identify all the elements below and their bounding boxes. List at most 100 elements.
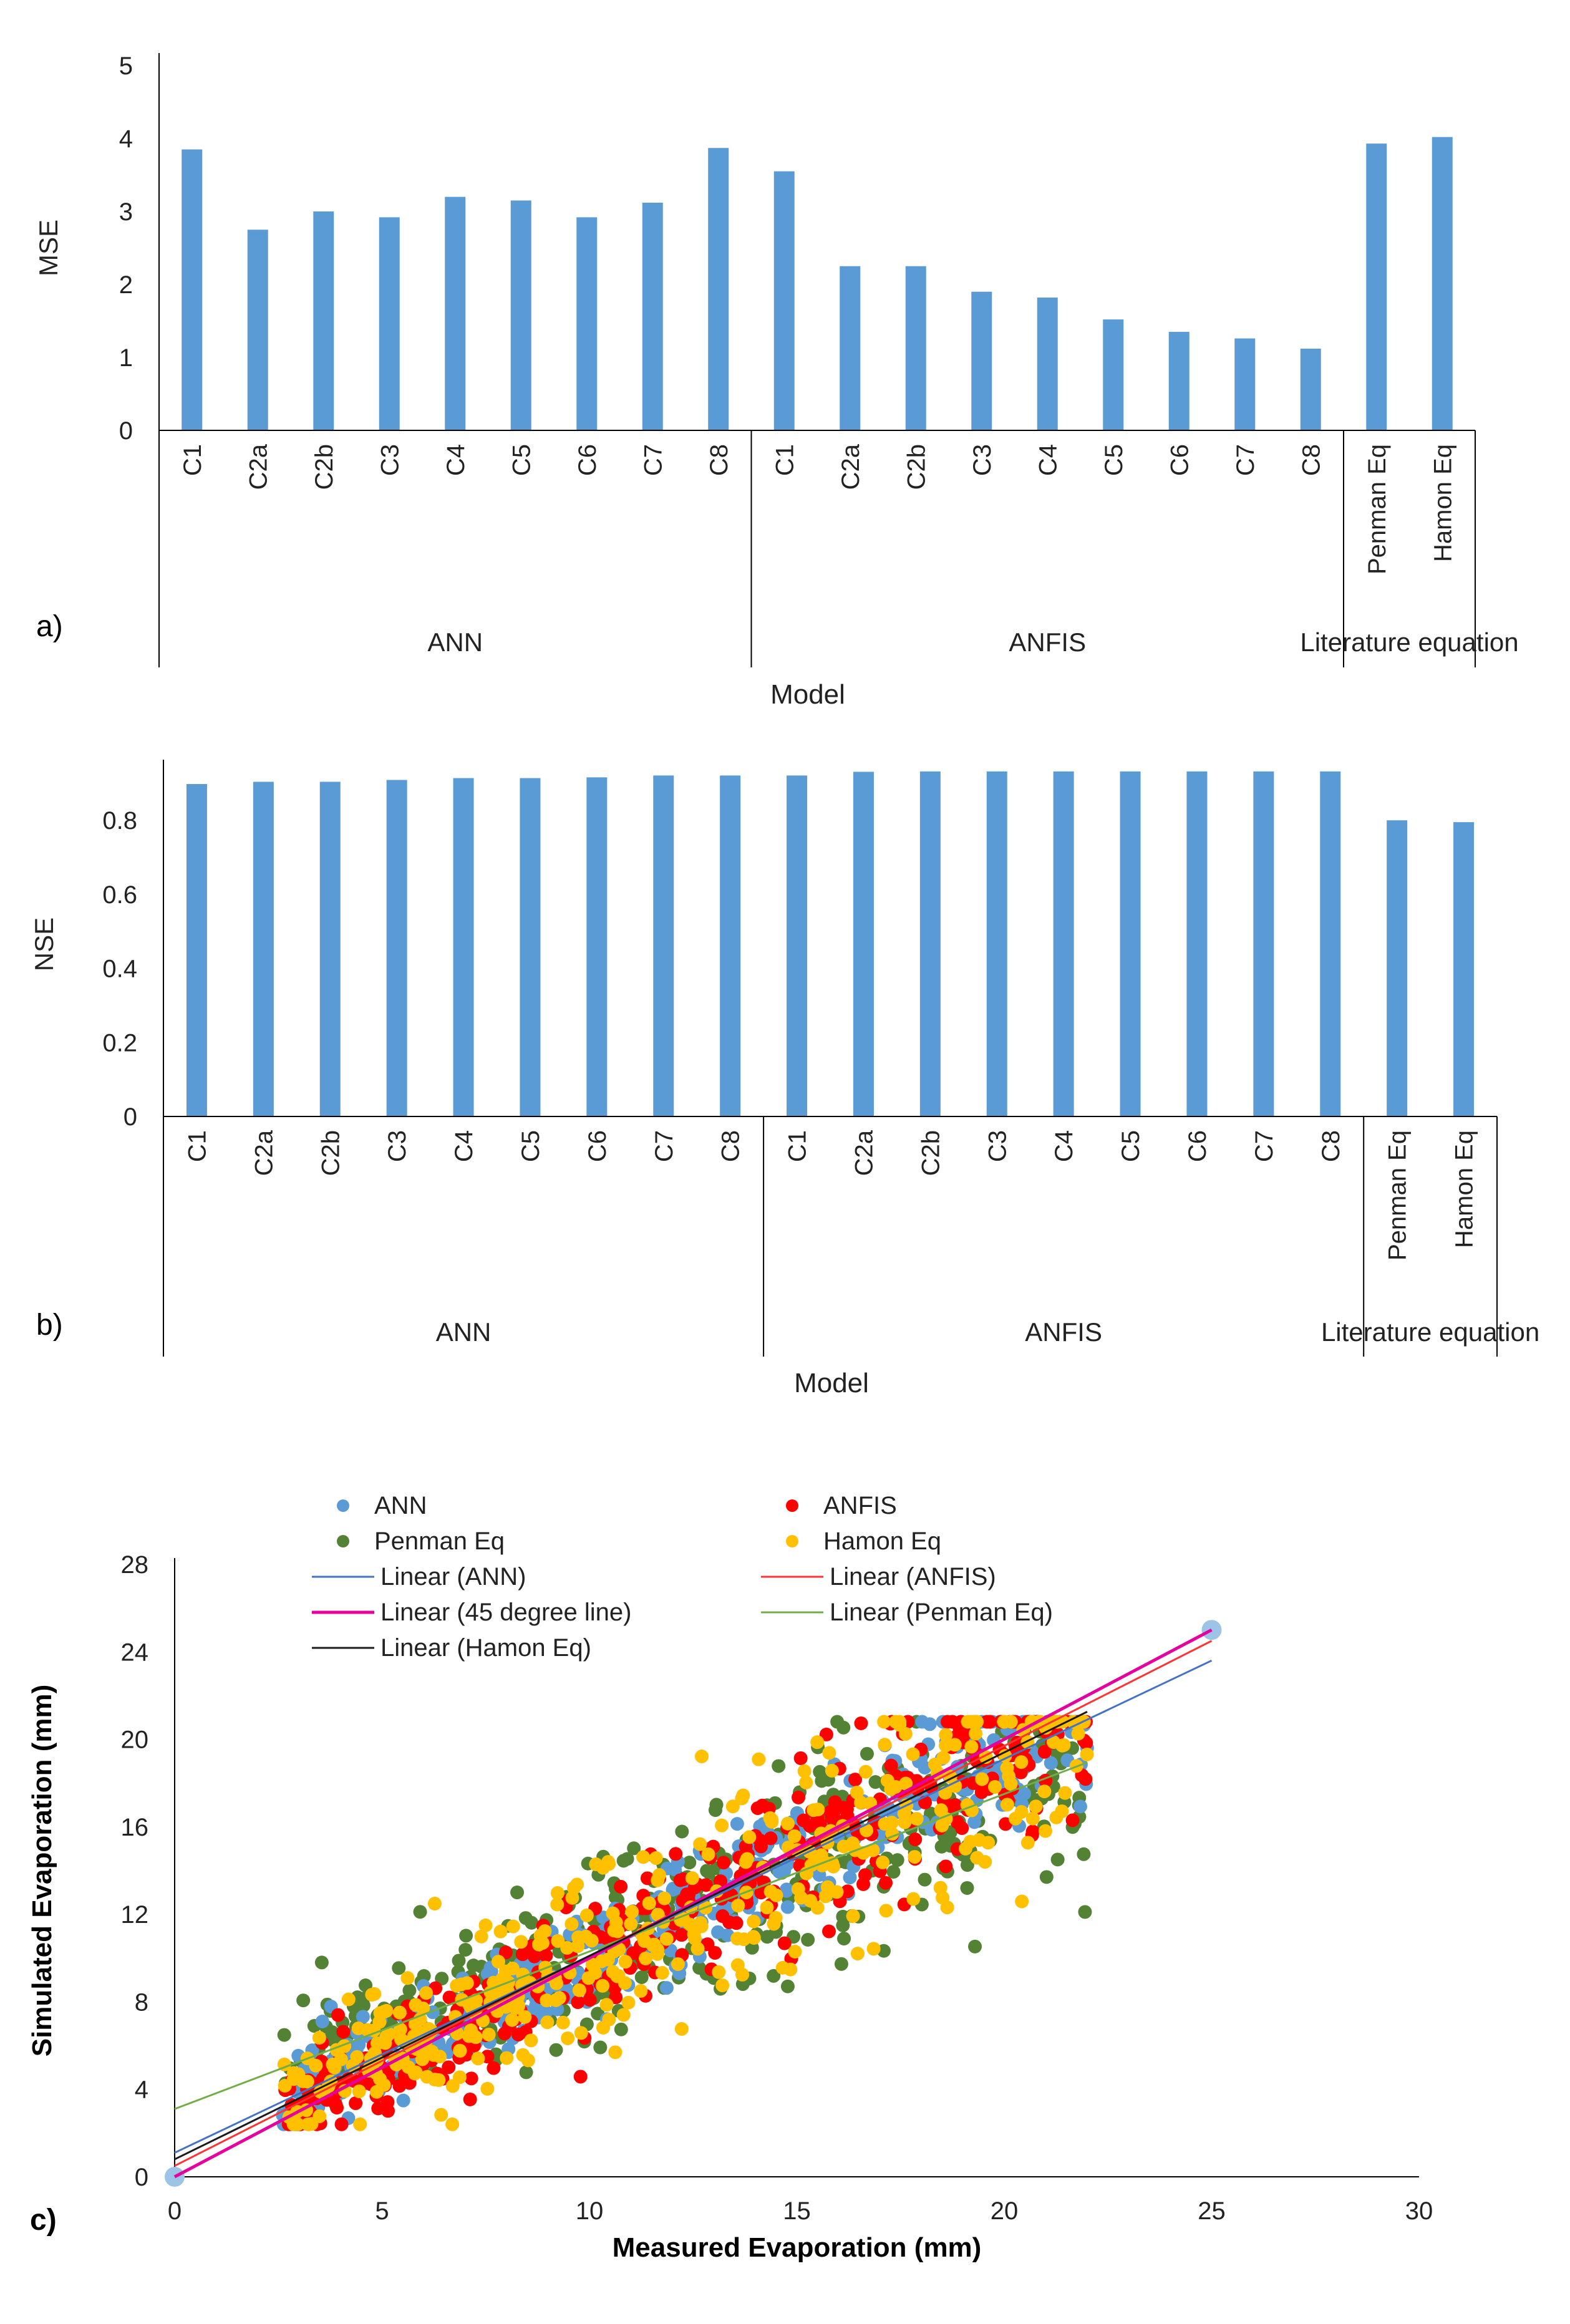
scatter-point [611, 1968, 626, 1983]
bar [1253, 771, 1274, 1116]
scatter-point [747, 1930, 761, 1945]
scatter-point [634, 1984, 648, 1998]
panel-a-mse-chart: 0 1 2 3 4 5 MSE C1 C2a C2b C3 C4 C5 C6 C7 C8 C1 C2a C2b C3 C… [34, 52, 1519, 710]
scatter-point [968, 1726, 982, 1741]
scatter-point [822, 1924, 836, 1939]
scatter-point [625, 1905, 639, 1919]
scatter-point [657, 1891, 672, 1905]
legend-marker [337, 1499, 349, 1512]
scatter-point [621, 1995, 636, 2010]
scatter-point [797, 1764, 812, 1778]
scatter-point [777, 1936, 792, 1950]
bar [1120, 771, 1141, 1116]
scatter-point [1080, 1747, 1094, 1761]
scatter-point [933, 1881, 947, 1895]
scatter-point [353, 2117, 367, 2131]
scatter-point [837, 1932, 851, 1946]
scatter-point [760, 1900, 774, 1915]
x-category-label: C1 [784, 1130, 812, 1162]
scatter-point [763, 1884, 778, 1899]
scatter-point [868, 1775, 883, 1789]
scatter-point [780, 1900, 795, 1914]
scatter-point [442, 1990, 457, 2005]
scatter-point [593, 2040, 608, 2055]
scatter-point [1057, 1738, 1071, 1752]
scatter-point [731, 1899, 745, 1913]
scatter-point [462, 1998, 477, 2012]
scatter-point [1044, 1756, 1058, 1770]
scatter-point [392, 1961, 406, 1975]
scatter-point [413, 1905, 427, 1919]
x-category-label: C2a [837, 443, 865, 490]
scatter-point [960, 1881, 974, 1895]
scatter-point [830, 1715, 845, 1729]
bar [1168, 332, 1190, 430]
x-category-label: C6 [584, 1130, 611, 1162]
legend: ANN ANFIS Penman Eq Hamon Eq Linear (ANN) Lin… [312, 1492, 1053, 1662]
x-category-label: C5 [517, 1130, 545, 1162]
scatter-point [939, 1859, 953, 1874]
scatter-point [898, 1815, 912, 1829]
scatter-point [402, 1983, 417, 1998]
x-category-label: C4 [442, 444, 470, 476]
y-tick-label: 28 [121, 1551, 149, 1579]
scatter-point [1004, 1777, 1018, 1791]
scatter-point [599, 1998, 614, 2012]
bar [186, 783, 207, 1116]
x-tick-label: 25 [1198, 2197, 1226, 2225]
scatter-point [454, 1977, 468, 1992]
y-axis-label: MSE [34, 220, 63, 276]
bar [642, 202, 663, 430]
scatter-point [309, 2058, 323, 2073]
scatter-point [573, 2070, 588, 2084]
x-category-label: C7 [1251, 1130, 1278, 1162]
y-tick-label: 20 [121, 1726, 149, 1754]
scatter-point [1008, 1811, 1022, 1826]
scatter-point [349, 2096, 363, 2111]
scatter-point [315, 2015, 329, 2029]
scatter-point [574, 2026, 588, 2040]
y-tick-label: 5 [119, 52, 133, 80]
bar [1103, 319, 1124, 430]
scatter-point [1055, 1804, 1069, 1818]
scatter-point [505, 2013, 519, 2027]
scatter-point [334, 2117, 349, 2131]
scatter-point [814, 1848, 828, 1862]
scatter-point [1025, 1811, 1040, 1826]
y-tick-label: 0.2 [102, 1029, 137, 1057]
scatter-point [608, 2045, 623, 2060]
bar [905, 266, 926, 430]
x-category-label: C7 [651, 1130, 678, 1162]
scatter-point [560, 1941, 574, 1955]
scatter-point [934, 1803, 948, 1818]
x-category-label: C3 [984, 1130, 1011, 1162]
bar [453, 778, 474, 1116]
x-category-label: C2a [245, 443, 272, 490]
scatter-point [846, 1909, 860, 1923]
bar [840, 266, 861, 430]
y-axis-label: NSE [29, 917, 59, 971]
scatter-point [730, 1932, 745, 1946]
scatter-point [571, 1995, 585, 2010]
y-tick-label: 3 [119, 198, 133, 226]
scatter-point [760, 1930, 774, 1944]
scatter-point [561, 2031, 575, 2045]
scatter-point [899, 1776, 913, 1791]
y-tick-label: 16 [121, 1814, 149, 1841]
legend-marker [786, 1499, 798, 1512]
scatter-point [975, 1772, 989, 1786]
scatter-point [1058, 1786, 1072, 1800]
scatter-point [906, 1747, 920, 1761]
scatter-point [330, 2101, 344, 2115]
scatter-point [742, 1830, 757, 1844]
scatter-point [571, 1939, 585, 1954]
scatter-point [589, 1857, 603, 1871]
scatter-point [1039, 1870, 1054, 1884]
scatter-point [877, 1715, 891, 1729]
scatter-point [859, 1823, 873, 1837]
panel-b-nse-chart: 0 0.2 0.4 0.6 0.8 NSE C1 C2a C2b C3 C4 C5 C6 C7 C8 C1 C2… [29, 760, 1539, 1398]
scatter-point [491, 1955, 505, 1969]
x-tick-label: 5 [375, 2197, 389, 2225]
scatter-point [879, 1904, 893, 1918]
x-axis-label: Model [794, 1368, 869, 1398]
